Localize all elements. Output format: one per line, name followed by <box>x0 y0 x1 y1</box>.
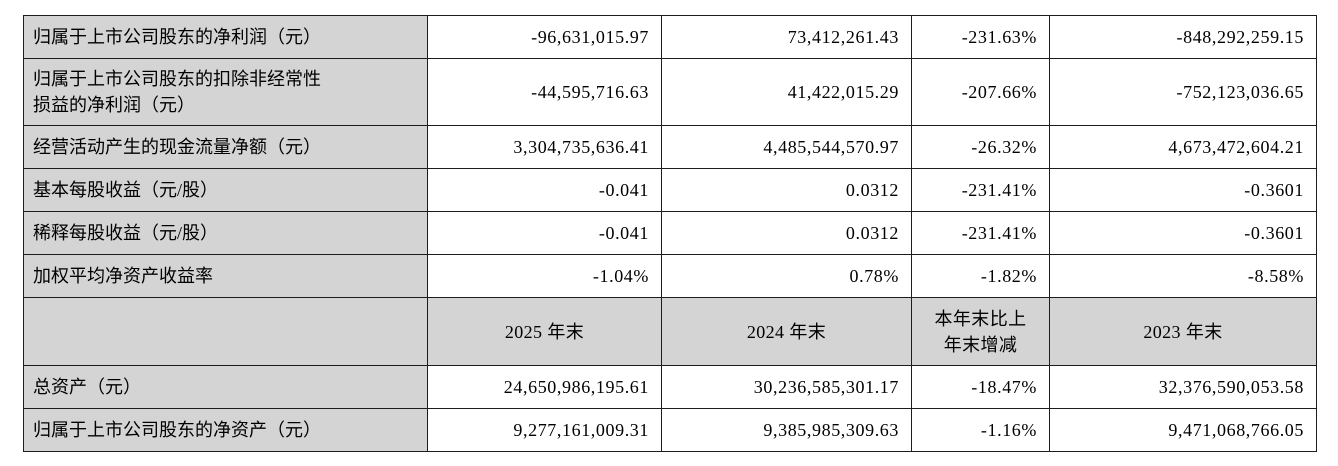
value-cell: -96,631,015.97 <box>427 15 662 59</box>
metric-label-deducted-net-profit: 归属于上市公司股东的扣除非经常性 损益的净利润（元） <box>23 58 428 126</box>
value-cell: -1.16% <box>911 408 1050 452</box>
value-cell: 30,236,585,301.17 <box>661 365 912 409</box>
value-cell: -0.3601 <box>1049 168 1317 212</box>
value-cell: 73,412,261.43 <box>661 15 912 59</box>
period-header-2025: 2025 年末 <box>427 297 662 366</box>
value-cell: 9,277,161,009.31 <box>427 408 662 452</box>
period-header-yoy-change: 本年末比上 年末增减 <box>911 297 1050 366</box>
value-cell: -0.041 <box>427 211 662 255</box>
table-row: 基本每股收益（元/股） -0.041 0.0312 -231.41% -0.36… <box>23 168 1317 212</box>
value-cell: -848,292,259.15 <box>1049 15 1317 59</box>
period-header-row: 2025 年末 2024 年末 本年末比上 年末增减 2023 年末 <box>23 297 1317 366</box>
value-cell: 4,673,472,604.21 <box>1049 125 1317 169</box>
period-header-empty-cell <box>23 297 428 366</box>
financial-summary-table: 归属于上市公司股东的净利润（元） -96,631,015.97 73,412,2… <box>23 15 1317 452</box>
value-cell: -207.66% <box>911 58 1050 126</box>
table-row: 加权平均净资产收益率 -1.04% 0.78% -1.82% -8.58% <box>23 254 1317 298</box>
metric-label-total-assets: 总资产（元） <box>23 365 428 409</box>
value-cell: -0.3601 <box>1049 211 1317 255</box>
value-cell: 41,422,015.29 <box>661 58 912 126</box>
value-cell: 24,650,986,195.61 <box>427 365 662 409</box>
table-row: 总资产（元） 24,650,986,195.61 30,236,585,301.… <box>23 365 1317 409</box>
period-header-2024: 2024 年末 <box>661 297 912 366</box>
value-cell: -1.04% <box>427 254 662 298</box>
value-cell: -18.47% <box>911 365 1050 409</box>
value-cell: 3,304,735,636.41 <box>427 125 662 169</box>
value-cell: -752,123,036.65 <box>1049 58 1317 126</box>
value-cell: -231.41% <box>911 211 1050 255</box>
value-cell: -44,595,716.63 <box>427 58 662 126</box>
metric-label-net-assets: 归属于上市公司股东的净资产（元） <box>23 408 428 452</box>
table-row: 归属于上市公司股东的扣除非经常性 损益的净利润（元） -44,595,716.6… <box>23 58 1317 126</box>
value-cell: 0.0312 <box>661 168 912 212</box>
metric-label-basic-eps: 基本每股收益（元/股） <box>23 168 428 212</box>
table-row: 归属于上市公司股东的净资产（元） 9,277,161,009.31 9,385,… <box>23 408 1317 452</box>
metric-label-diluted-eps: 稀释每股收益（元/股） <box>23 211 428 255</box>
value-cell: 9,471,068,766.05 <box>1049 408 1317 452</box>
value-cell: 32,376,590,053.58 <box>1049 365 1317 409</box>
value-cell: -8.58% <box>1049 254 1317 298</box>
value-cell: 4,485,544,570.97 <box>661 125 912 169</box>
value-cell: -231.63% <box>911 15 1050 59</box>
value-cell: 0.0312 <box>661 211 912 255</box>
value-cell: -231.41% <box>911 168 1050 212</box>
period-header-2023: 2023 年末 <box>1049 297 1317 366</box>
metric-label-weighted-avg-roe: 加权平均净资产收益率 <box>23 254 428 298</box>
value-cell: 0.78% <box>661 254 912 298</box>
value-cell: -26.32% <box>911 125 1050 169</box>
metric-label-net-profit: 归属于上市公司股东的净利润（元） <box>23 15 428 59</box>
value-cell: -1.82% <box>911 254 1050 298</box>
table-row: 经营活动产生的现金流量净额（元） 3,304,735,636.41 4,485,… <box>23 125 1317 169</box>
table-row: 稀释每股收益（元/股） -0.041 0.0312 -231.41% -0.36… <box>23 211 1317 255</box>
value-cell: -0.041 <box>427 168 662 212</box>
table-row: 归属于上市公司股东的净利润（元） -96,631,015.97 73,412,2… <box>23 15 1317 59</box>
metric-label-operating-cash-flow: 经营活动产生的现金流量净额（元） <box>23 125 428 169</box>
value-cell: 9,385,985,309.63 <box>661 408 912 452</box>
